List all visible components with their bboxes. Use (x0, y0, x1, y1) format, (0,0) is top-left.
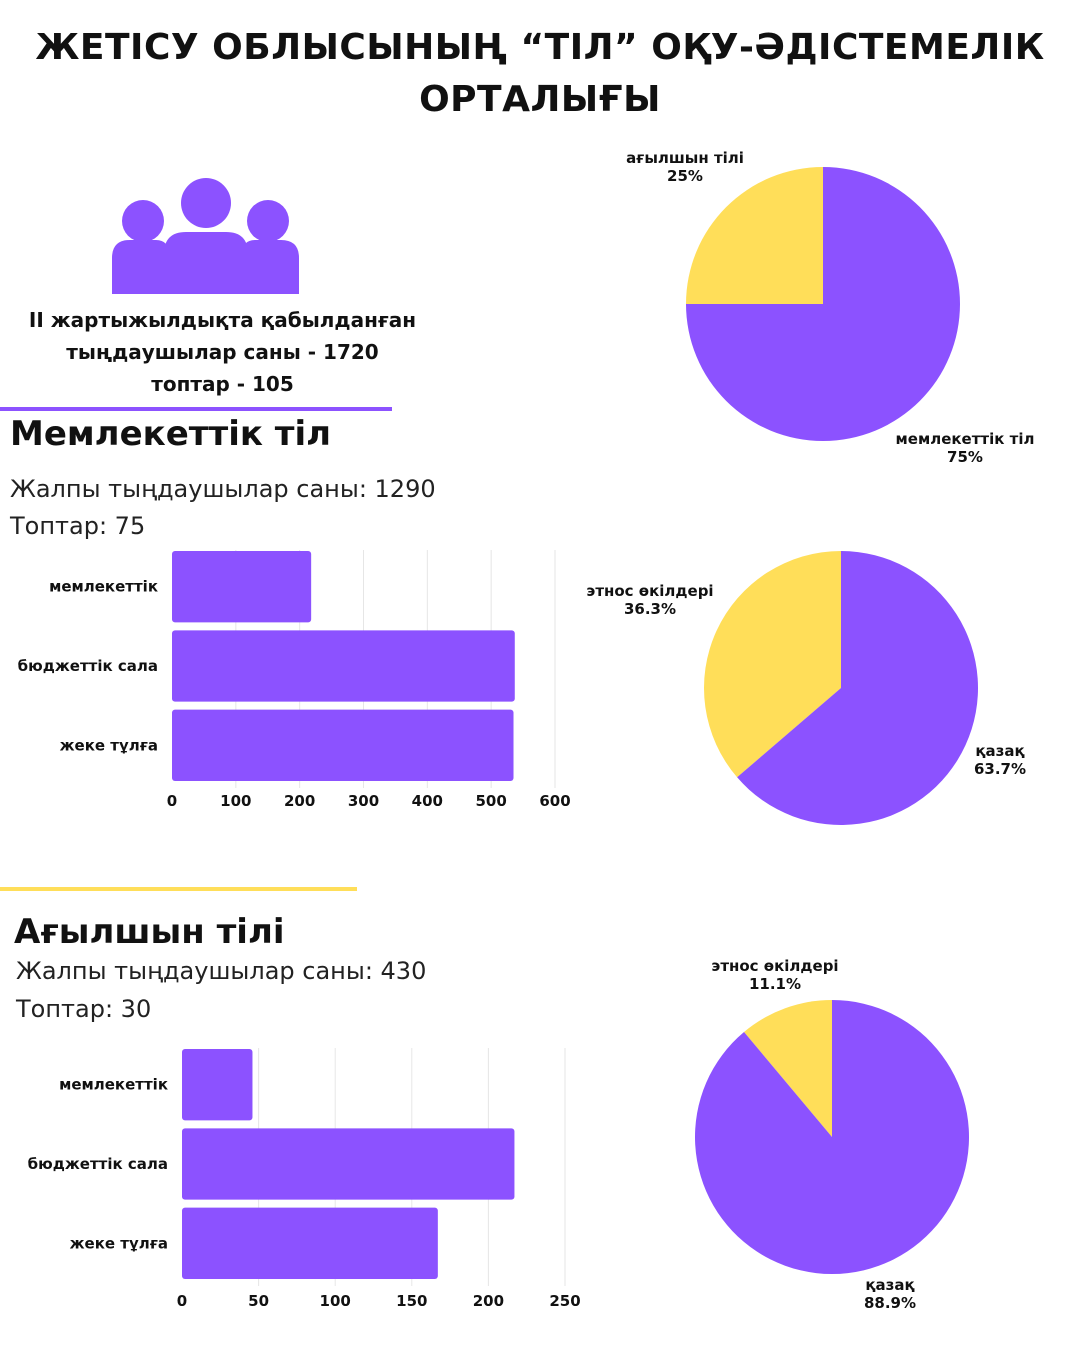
x-tick-label-3-0: 0 (177, 1292, 187, 1310)
x-tick-label-3-2: 100 (320, 1292, 351, 1310)
pie-label-0-1: мемлекеттік тіл (896, 430, 1035, 448)
bar-1-1 (172, 630, 515, 702)
x-tick-label-3-1: 50 (248, 1292, 269, 1310)
category-label-1-2: жеке тұлға (60, 736, 158, 754)
pie-slice-2-0 (704, 551, 841, 778)
section1-total: Жалпы тыңдаушылар саны: 1290 (10, 475, 436, 503)
bar-chart-1: 0 100 200 300 400 500 600 мемлекеттік бюджеттік … (18, 550, 571, 810)
pie-value-label-0-0: 25% (667, 167, 703, 185)
bar-3-1 (182, 1128, 515, 1200)
x-tick-label-1-0: 0 (167, 792, 177, 810)
bar-3-0 (182, 1049, 253, 1121)
x-tick-label-3-3: 150 (396, 1292, 427, 1310)
pie-slice-4-1 (694, 1000, 969, 1275)
pie-value-label-2-0: 36.3% (624, 600, 676, 618)
section1-divider (0, 407, 392, 411)
section2-groups: Топтар: 30 (16, 995, 152, 1023)
pie-value-label-2-1: 63.7% (974, 760, 1026, 778)
pie-label-2-1: қазақ (975, 742, 1024, 760)
category-label-3-0: мемлекеттік (59, 1076, 168, 1094)
section1-groups: Топтар: 75 (10, 512, 146, 540)
category-label-1-1: бюджеттік сала (18, 657, 158, 675)
x-tick-label-1-1: 100 (220, 792, 251, 810)
summary-line1: ІІ жартыжылдықта қабылданған (28, 308, 417, 332)
bar-3-2 (182, 1207, 438, 1279)
pie-slice-2-1 (737, 551, 979, 825)
pie-label-0-0: ағылшын тілі (626, 149, 744, 167)
page-title-line1: ЖЕТІСУ ОБЛЫСЫНЫҢ “ТІЛ” ОҚУ-ӘДІСТЕМЕЛІК (35, 27, 1045, 68)
section2-total: Жалпы тыңдаушылар саны: 430 (16, 957, 427, 985)
category-label-1-0: мемлекеттік (49, 578, 158, 596)
bar-1-0 (172, 551, 312, 623)
page-title-line2: ОРТАЛЫҒЫ (419, 79, 661, 120)
pie-label-4-0: этнос өкілдері (711, 957, 838, 975)
pie-slice-0-1 (686, 167, 960, 441)
section2-title: Ағылшын тілі (14, 912, 285, 952)
summary-text: ІІ жартыжылдықта қабылданған тыңдаушылар… (0, 304, 445, 400)
x-tick-label-1-4: 400 (412, 792, 443, 810)
pie-slice-4-0 (744, 1000, 832, 1137)
pie-value-label-4-0: 11.1% (749, 975, 801, 993)
section1-title: Мемлекеттік тіл (10, 414, 332, 454)
x-tick-label-1-2: 200 (284, 792, 315, 810)
x-tick-label-3-4: 200 (473, 1292, 504, 1310)
pie-value-label-0-1: 75% (947, 448, 983, 466)
category-label-3-1: бюджеттік сала (28, 1155, 168, 1173)
x-tick-label-1-5: 500 (476, 792, 507, 810)
x-tick-label-1-3: 300 (348, 792, 379, 810)
summary-line2: тыңдаушылар саны - 1720 (66, 340, 379, 364)
section2-divider (0, 887, 357, 891)
x-tick-label-1-6: 600 (539, 792, 570, 810)
summary-line3: топтар - 105 (151, 372, 294, 396)
category-label-3-2: жеке тұлға (70, 1234, 168, 1252)
x-tick-label-3-5: 250 (549, 1292, 580, 1310)
pie-label-2-0: этнос өкілдері (586, 582, 713, 600)
pie-label-4-1: қазақ (865, 1276, 914, 1294)
bar-chart-3: 0 50 100 150 200 250 мемлекеттік бюджеттік сала… (28, 1048, 581, 1310)
bar-1-2 (172, 709, 514, 781)
page-title: ЖЕТІСУ ОБЛЫСЫНЫҢ “ТІЛ” ОҚУ-ӘДІСТЕМЕЛІК О… (0, 22, 1080, 126)
people-group-icon (112, 178, 299, 294)
pie-value-label-4-1: 88.9% (864, 1294, 916, 1312)
pie-slice-0-0 (686, 167, 823, 304)
